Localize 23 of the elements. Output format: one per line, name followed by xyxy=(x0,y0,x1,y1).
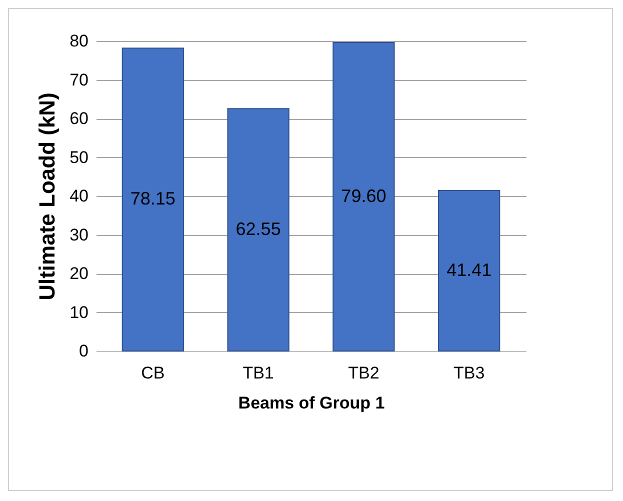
y-tick-label: 20 xyxy=(70,264,88,283)
y-tick-label: 50 xyxy=(70,148,88,167)
data-label: 62.55 xyxy=(236,218,281,239)
y-tick-label: 30 xyxy=(70,225,88,244)
x-tick-label: CB xyxy=(141,364,165,382)
bar xyxy=(332,42,395,352)
bar xyxy=(227,108,290,352)
x-tick-label: TB2 xyxy=(348,364,380,382)
y-tick-label: 40 xyxy=(70,186,88,206)
y-axis-title: Ultimate Loadd (kN) xyxy=(34,92,60,300)
y-tick-label: 0 xyxy=(79,342,88,360)
x-tick-label: TB1 xyxy=(242,364,274,382)
x-tick-label: TB3 xyxy=(453,364,485,382)
data-label: 79.60 xyxy=(341,186,386,206)
bar xyxy=(122,48,184,352)
data-label: 41.41 xyxy=(446,260,492,280)
y-tick-label: 10 xyxy=(70,302,88,322)
x-axis-title: Beams of Group 1 xyxy=(238,394,385,412)
data-label: 78.15 xyxy=(130,188,176,209)
y-tick-label: 80 xyxy=(70,32,88,50)
bar xyxy=(438,190,500,352)
y-tick-label: 70 xyxy=(70,70,88,90)
y-tick-label: 60 xyxy=(70,109,88,128)
